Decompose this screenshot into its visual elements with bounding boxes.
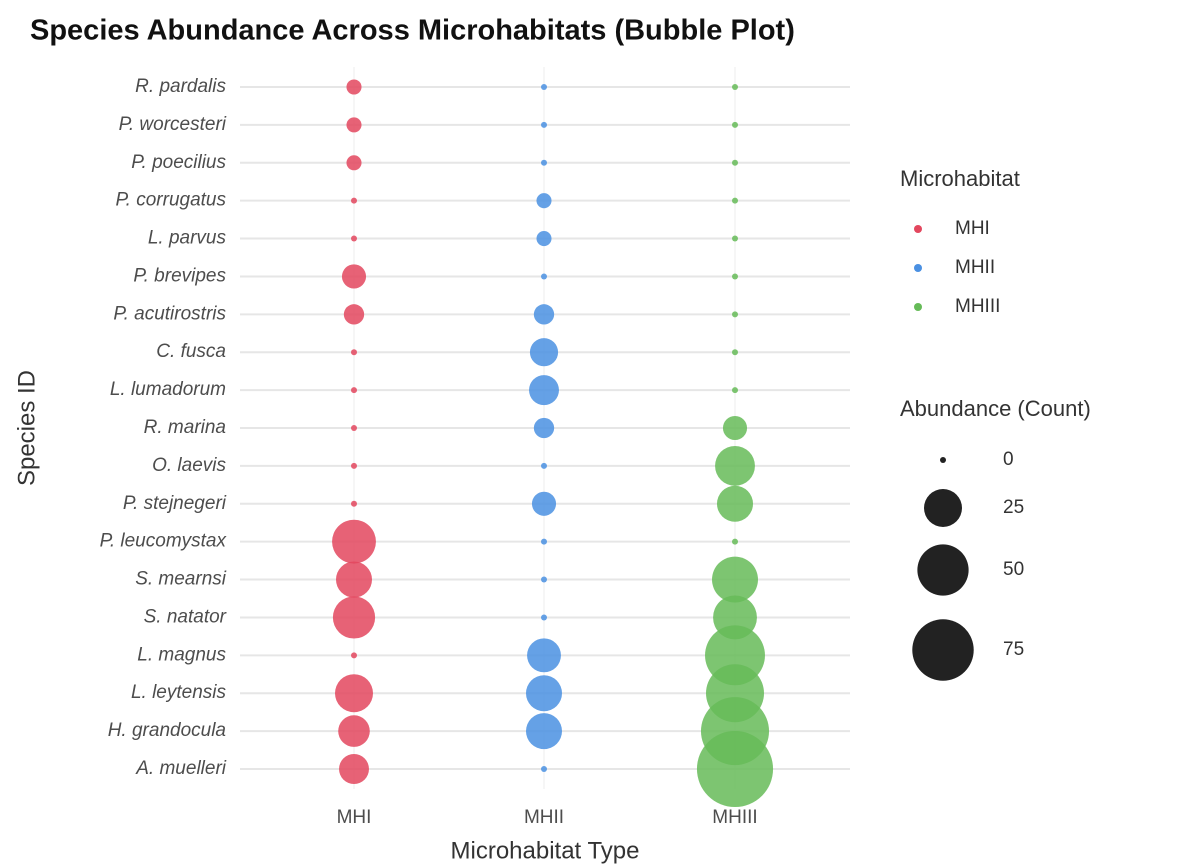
legend-label: MHI xyxy=(955,218,990,239)
size-legend-label: 50 xyxy=(1003,559,1024,580)
y-tick-label: L. leytensis xyxy=(131,682,227,703)
bubble xyxy=(541,273,547,280)
y-tick-label: P. brevipes xyxy=(133,265,226,286)
bubble xyxy=(712,556,758,603)
size-legend-label: 0 xyxy=(1003,449,1014,470)
bubble xyxy=(335,674,373,713)
size-legend-bubble xyxy=(912,619,974,681)
bubble xyxy=(541,84,547,90)
size-legend-label: 75 xyxy=(1003,639,1024,660)
bubble xyxy=(343,304,365,325)
bubble xyxy=(541,766,547,772)
size-legend-label: 25 xyxy=(1003,497,1024,518)
bubble xyxy=(351,425,357,431)
bubble xyxy=(732,84,738,90)
bubble xyxy=(332,519,376,564)
x-tick-label: MHII xyxy=(524,807,564,828)
size-legend-bubble xyxy=(940,457,946,463)
bubble xyxy=(341,264,367,289)
bubble xyxy=(541,121,547,128)
bubble xyxy=(732,197,738,204)
legend-label: MHII xyxy=(955,257,995,278)
bubble xyxy=(351,235,357,242)
bubble xyxy=(351,197,357,204)
bubble xyxy=(732,159,738,166)
bubble xyxy=(351,500,357,507)
y-tick-label: O. laevis xyxy=(152,455,226,476)
x-tick-label: MHI xyxy=(337,807,372,828)
y-tick-label: S. mearnsi xyxy=(135,569,227,590)
bubble xyxy=(541,462,547,469)
y-tick-label: A. muelleri xyxy=(135,758,227,779)
bubble xyxy=(715,445,755,486)
y-tick-label: H. grandocula xyxy=(108,720,226,741)
bubble xyxy=(529,338,559,367)
y-tick-label: R. marina xyxy=(144,417,226,438)
bubble xyxy=(732,121,738,128)
chart-title: Species Abundance Across Microhabitats (… xyxy=(30,15,795,47)
y-tick-label: P. stejnegeri xyxy=(123,493,227,514)
legend-label: MHIII xyxy=(955,296,1000,317)
bubble xyxy=(529,375,559,406)
bubble xyxy=(525,675,563,712)
size-legend-bubble xyxy=(917,544,969,596)
size-legend-title: Abundance (Count) xyxy=(900,396,1091,421)
bubble xyxy=(696,730,774,808)
bubble xyxy=(531,491,557,516)
bubble xyxy=(533,417,555,439)
bubble xyxy=(346,155,362,171)
bubble xyxy=(732,538,738,545)
y-tick-label: P. corrugatus xyxy=(115,190,226,211)
x-axis-title: Microhabitat Type xyxy=(451,837,640,864)
y-tick-label: L. parvus xyxy=(148,228,227,249)
bubble xyxy=(732,311,738,318)
bubble xyxy=(533,304,555,325)
y-tick-label: S. natator xyxy=(144,606,227,627)
bubble xyxy=(541,538,547,545)
bubble xyxy=(536,193,552,209)
bubble xyxy=(732,273,738,280)
bubble xyxy=(346,79,362,95)
bubble xyxy=(346,117,362,133)
y-tick-label: P. leucomystax xyxy=(100,531,228,552)
bubble xyxy=(525,713,563,750)
bubble xyxy=(541,159,547,166)
bubble xyxy=(339,754,369,784)
y-axis-title: Species ID xyxy=(13,370,40,486)
bubble xyxy=(351,462,357,469)
legend-title: Microhabitat xyxy=(900,166,1020,191)
bubble xyxy=(351,349,357,356)
y-tick-label: C. fusca xyxy=(156,341,226,362)
x-tick-label: MHIII xyxy=(712,807,757,828)
bubble xyxy=(541,576,547,583)
bubble xyxy=(732,387,738,394)
bubble xyxy=(732,235,738,242)
bubble xyxy=(541,614,547,621)
bubble xyxy=(338,715,370,747)
y-tick-label: R. pardalis xyxy=(135,76,226,97)
bubble xyxy=(332,596,376,639)
legend-swatch xyxy=(914,264,922,272)
bubble xyxy=(722,415,748,441)
bubble xyxy=(732,349,738,356)
bubble xyxy=(536,231,552,247)
bubble xyxy=(335,561,373,598)
y-tick-label: P. worcesteri xyxy=(119,114,227,135)
bubble xyxy=(351,652,357,659)
size-legend-bubble xyxy=(924,489,962,527)
bubble xyxy=(527,638,561,673)
y-tick-label: P. acutirostris xyxy=(113,303,226,324)
bubble xyxy=(351,387,357,394)
legend-swatch xyxy=(914,303,922,311)
y-tick-label: L. lumadorum xyxy=(110,379,226,400)
legend-swatch xyxy=(914,225,922,233)
y-tick-label: L. magnus xyxy=(137,644,226,665)
bubble xyxy=(716,485,754,522)
y-tick-label: P. poecilius xyxy=(131,152,226,173)
